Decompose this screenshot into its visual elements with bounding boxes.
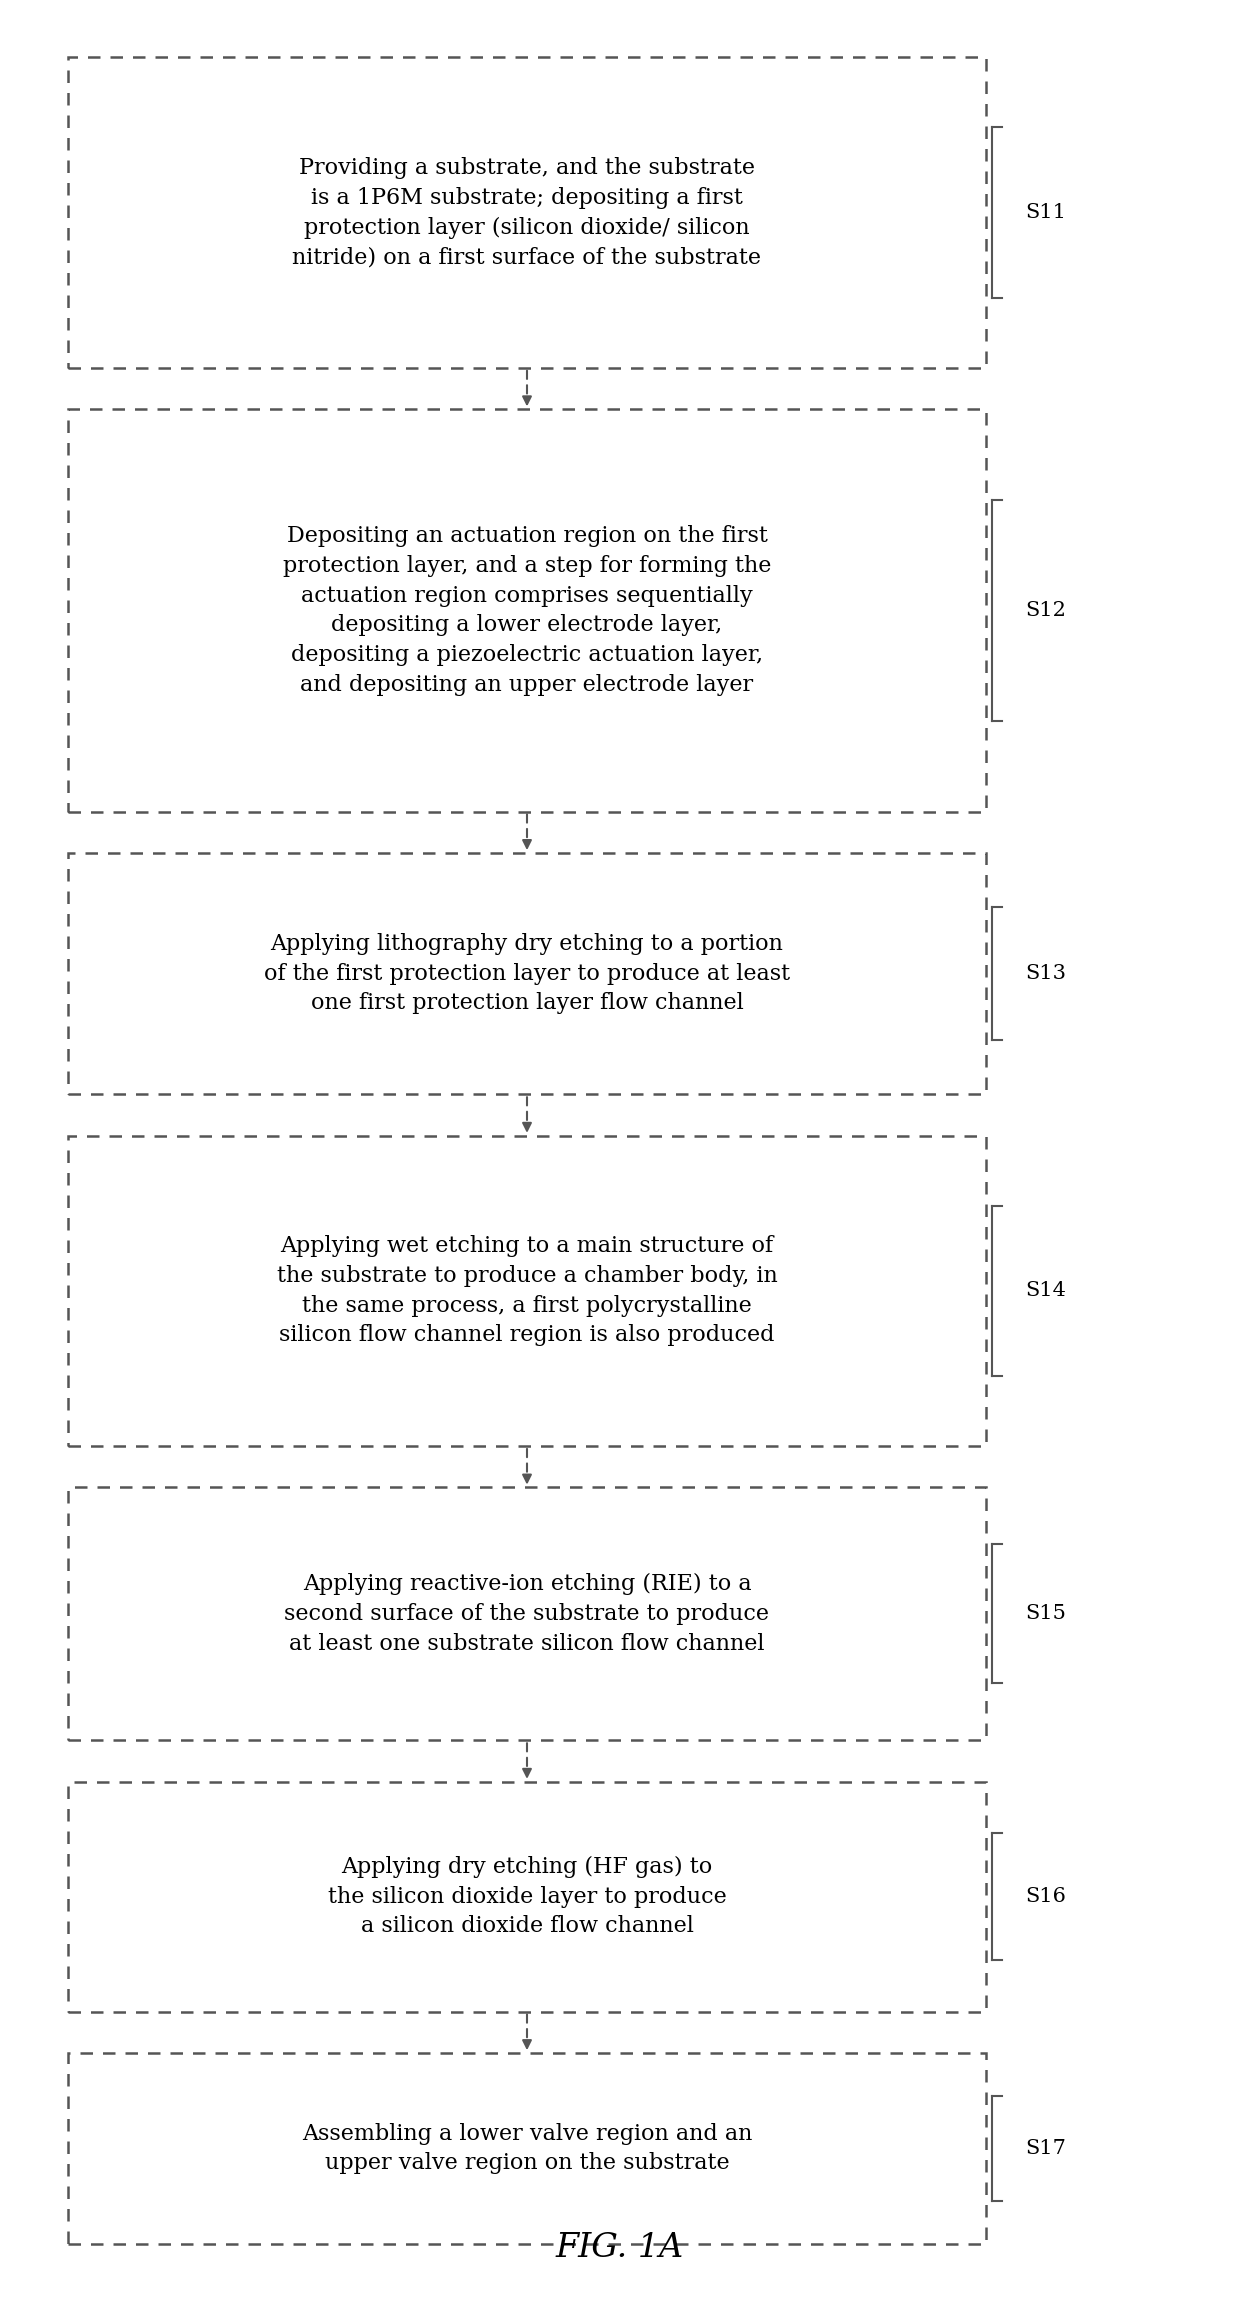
Text: FIG. 1A: FIG. 1A: [556, 2232, 684, 2265]
Text: Depositing an actuation region on the first
protection layer, and a step for for: Depositing an actuation region on the fi…: [283, 524, 771, 697]
Bar: [68, 1782, 986, 2012]
Bar: [68, 57, 986, 368]
Bar: [68, 2053, 986, 2244]
Text: Applying lithography dry etching to a portion
of the first protection layer to p: Applying lithography dry etching to a po…: [264, 933, 790, 1014]
Text: S17: S17: [1025, 2138, 1066, 2159]
Bar: [68, 409, 986, 812]
Text: S12: S12: [1025, 600, 1066, 621]
Text: S13: S13: [1025, 963, 1066, 984]
Text: Assembling a lower valve region and an
upper valve region on the substrate: Assembling a lower valve region and an u…: [301, 2122, 753, 2175]
Text: S15: S15: [1025, 1605, 1066, 1623]
Bar: [68, 853, 986, 1094]
Text: Applying dry etching (HF gas) to
the silicon dioxide layer to produce
a silicon : Applying dry etching (HF gas) to the sil…: [327, 1855, 727, 1938]
Bar: [68, 1136, 986, 1446]
Text: S14: S14: [1025, 1281, 1066, 1301]
Text: Applying wet etching to a main structure of
the substrate to produce a chamber b: Applying wet etching to a main structure…: [277, 1235, 777, 1347]
Text: Providing a substrate, and the substrate
is a 1P6M substrate; depositing a first: Providing a substrate, and the substrate…: [293, 156, 761, 269]
Text: S16: S16: [1025, 1887, 1066, 1906]
Bar: [68, 1487, 986, 1740]
Text: Applying reactive-ion etching (RIE) to a
second surface of the substrate to prod: Applying reactive-ion etching (RIE) to a…: [284, 1573, 770, 1655]
Text: S11: S11: [1025, 202, 1066, 223]
